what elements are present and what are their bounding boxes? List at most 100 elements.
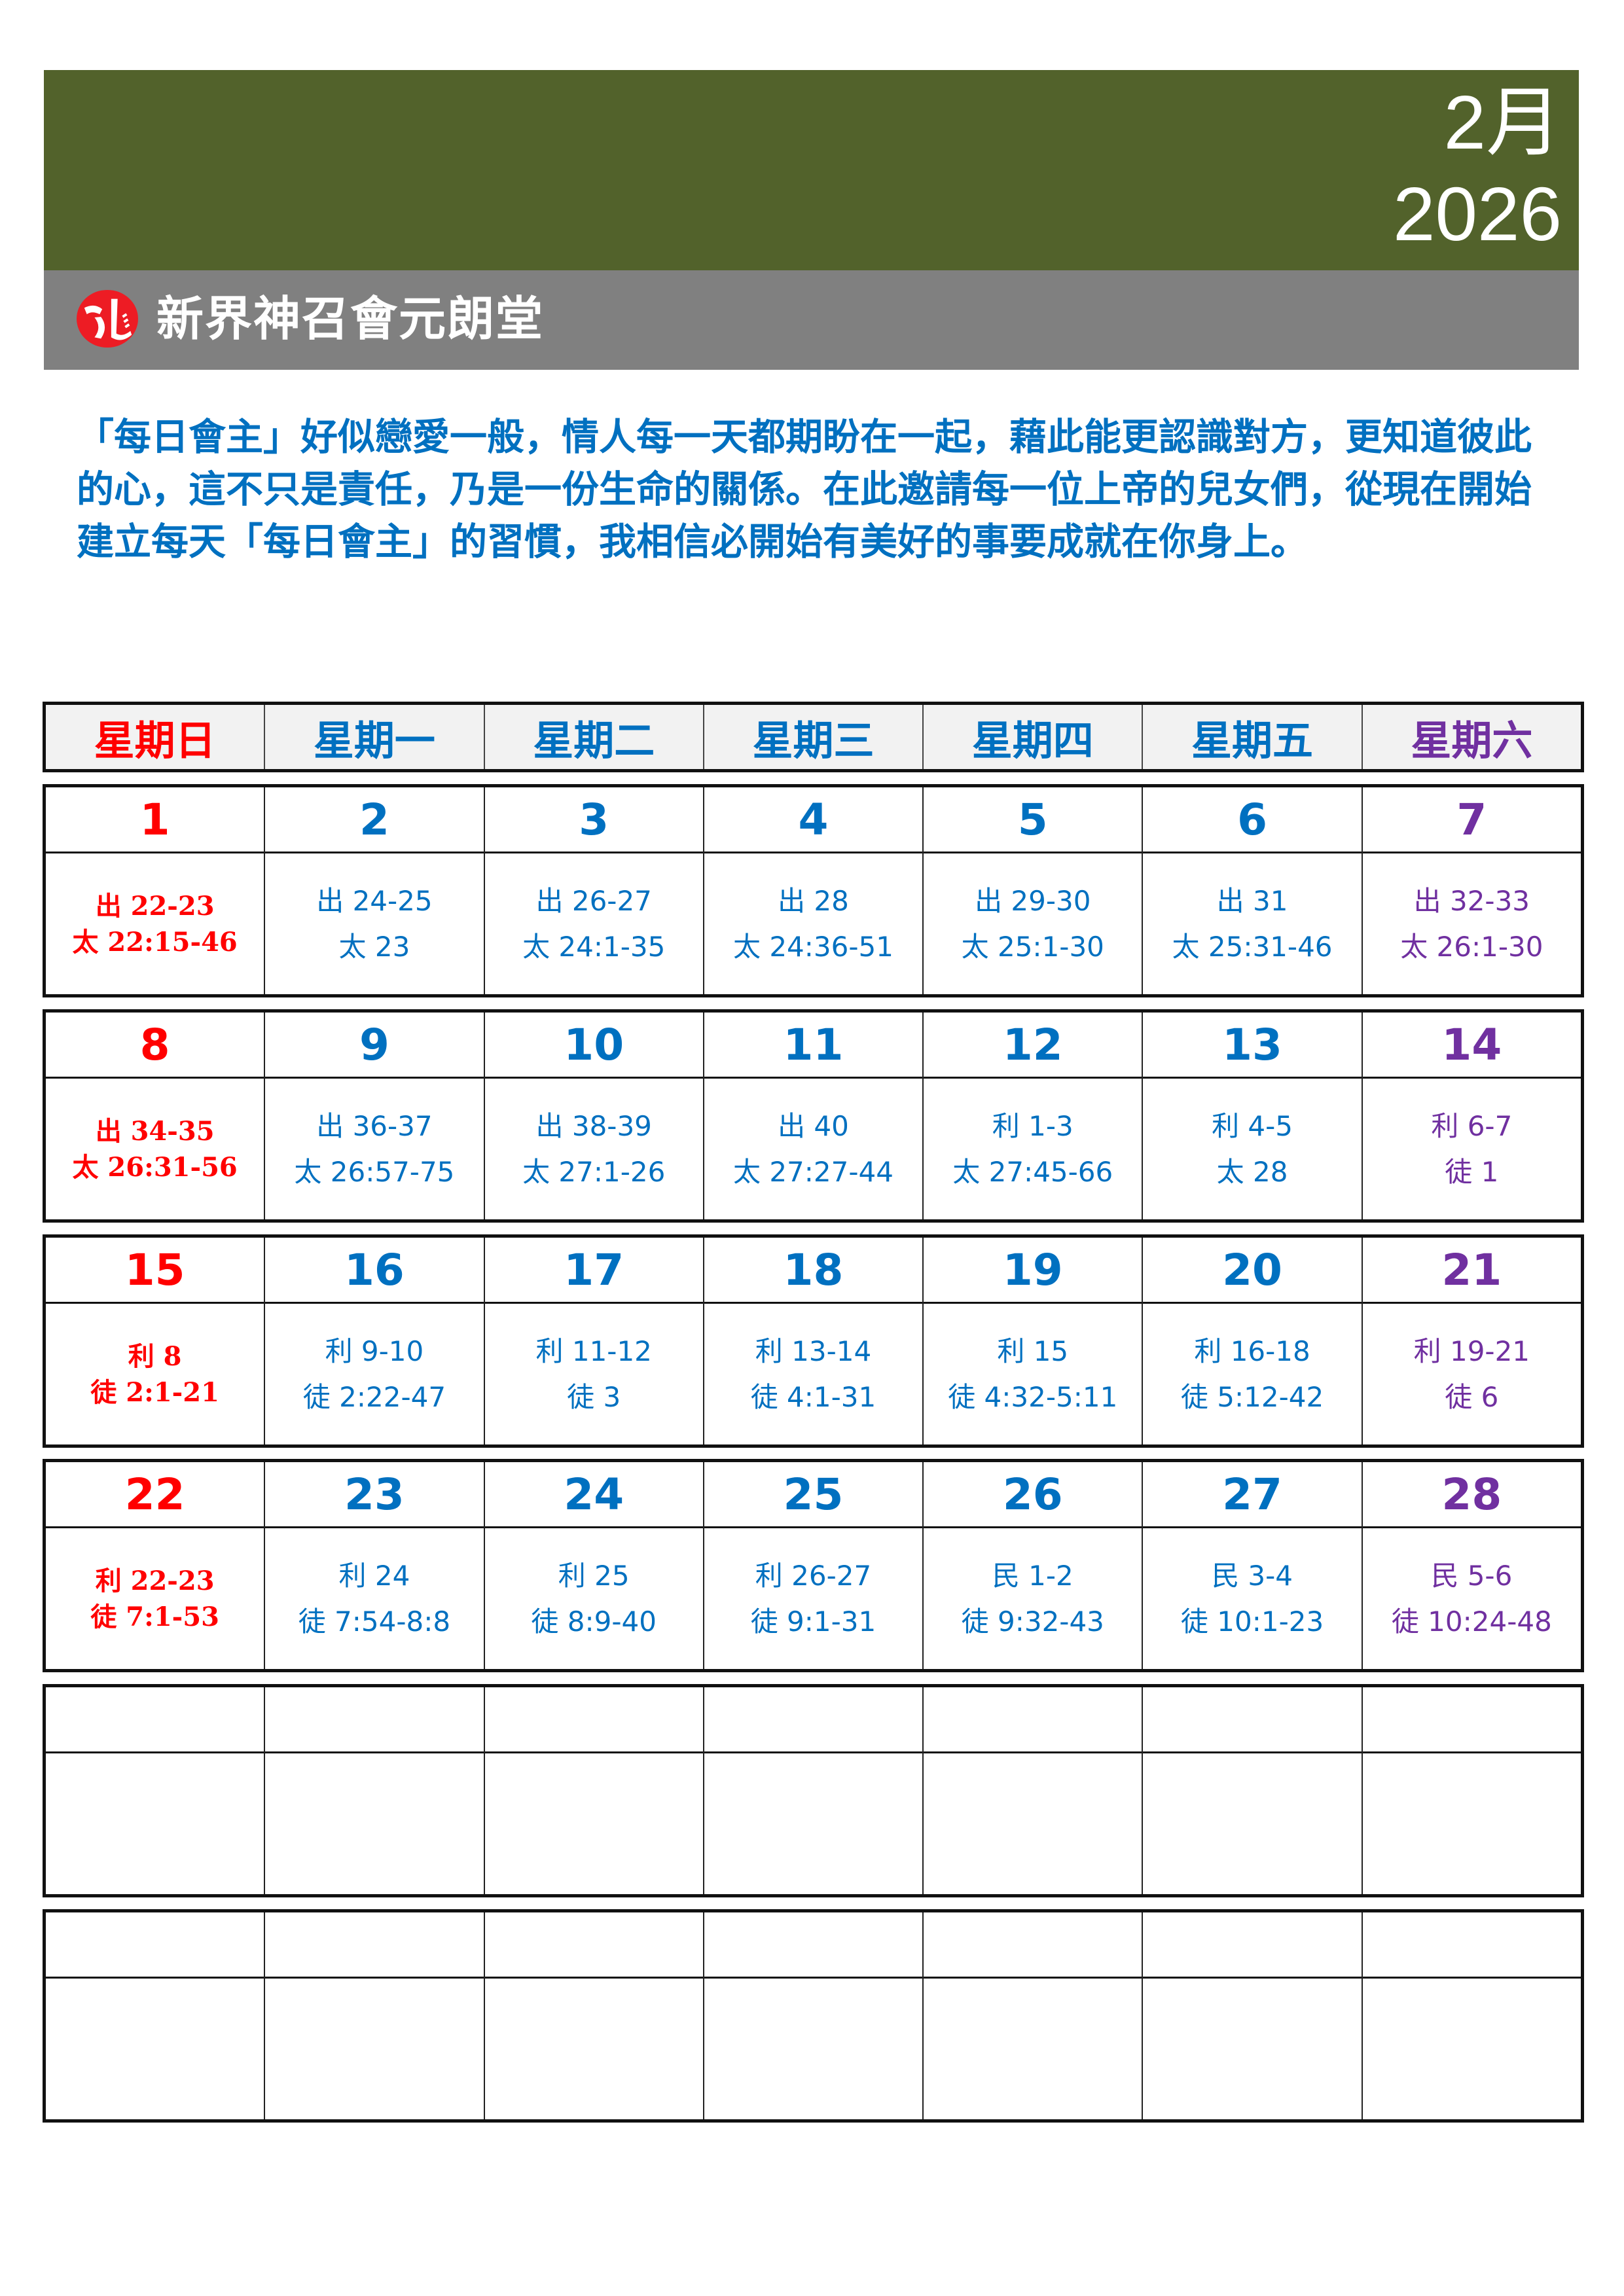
reading-list: 出 31 太 25:31-46 (1143, 853, 1361, 994)
reading-list: 利 15 徒 4:32-5:11 (924, 1304, 1142, 1444)
day-number (265, 1912, 484, 1979)
reading-list: 利 4-5 太 28 (1143, 1079, 1361, 1219)
day-cell: 12 利 1-3 太 27:45-66 (922, 1013, 1142, 1219)
weekday-header: 星期一 (264, 705, 483, 769)
reading-passage: 太 27:1-26 (522, 1155, 666, 1188)
reading-passage: 出 28 (778, 884, 849, 917)
day-cell (483, 1912, 703, 2119)
weekday-header: 星期五 (1142, 705, 1361, 769)
reading-passage: 利 26-27 (755, 1559, 872, 1592)
reading-passage: 出 24-25 (316, 884, 433, 917)
day-number (1362, 1912, 1581, 1979)
day-cell: 2 出 24-25 太 23 (264, 787, 484, 994)
reading-list (485, 1753, 703, 1894)
reading-passage: 民 3-4 (1212, 1559, 1293, 1592)
reading-passage: 徒 2:1-21 (90, 1376, 219, 1408)
reading-passage: 利 24 (338, 1559, 410, 1592)
day-cell (1142, 1912, 1362, 2119)
week-row: 1 出 22-23 太 22:15-46 2 出 24-25 太 23 3 出 26-27 太 … (43, 784, 1584, 997)
day-number: 10 (484, 1013, 703, 1079)
day-number (924, 1912, 1142, 1979)
reading-passage: 徒 9:32-43 (961, 1605, 1104, 1638)
day-number (924, 1687, 1142, 1753)
reading-passage: 利 8 (128, 1340, 182, 1372)
day-cell: 23 利 24 徒 7:54-8:8 (264, 1462, 484, 1669)
day-number (1143, 1912, 1362, 1979)
day-cell (1361, 1687, 1581, 1894)
reading-passage: 徒 7:1-53 (90, 1601, 219, 1632)
day-number: 12 (924, 1013, 1142, 1079)
day-number: 1 (46, 787, 264, 853)
day-cell: 21 利 19-21 徒 6 (1361, 1238, 1581, 1444)
day-number (46, 1912, 264, 1979)
day-number: 25 (704, 1462, 923, 1528)
reading-list: 民 1-2 徒 9:32-43 (924, 1528, 1142, 1669)
reading-passage: 徒 5:12-42 (1180, 1380, 1324, 1413)
day-number (484, 1912, 703, 1979)
reading-passage: 利 4-5 (1212, 1109, 1293, 1142)
reading-list: 利 6-7 徒 1 (1363, 1079, 1581, 1219)
reading-passage: 徒 10:1-23 (1180, 1605, 1324, 1638)
reading-list: 利 13-14 徒 4:1-31 (704, 1304, 922, 1444)
reading-list: 民 5-6 徒 10:24-48 (1363, 1528, 1581, 1669)
month-label: 2月 (1443, 80, 1562, 165)
reading-list: 利 9-10 徒 2:22-47 (265, 1304, 483, 1444)
reading-passage: 太 22:15-46 (72, 926, 238, 958)
day-cell: 20 利 16-18 徒 5:12-42 (1142, 1238, 1362, 1444)
reading-passage: 徒 7:54-8:8 (298, 1605, 451, 1638)
day-number: 27 (1143, 1462, 1362, 1528)
day-cell (922, 1912, 1142, 2119)
reading-passage: 太 25:31-46 (1172, 930, 1333, 963)
day-cell: 24 利 25 徒 8:9-40 (483, 1462, 703, 1669)
day-number: 3 (484, 787, 703, 853)
month-year: 2月 2026 (1393, 77, 1562, 260)
day-number: 28 (1362, 1462, 1581, 1528)
reading-passage: 太 26:1-30 (1400, 930, 1543, 963)
reading-passage: 太 27:45-66 (952, 1155, 1113, 1188)
day-number: 16 (265, 1238, 484, 1304)
reading-list: 利 24 徒 7:54-8:8 (265, 1528, 483, 1669)
weekday-header: 星期六 (1361, 705, 1581, 769)
day-number (484, 1687, 703, 1753)
day-cell (702, 1912, 923, 2119)
intro-text: 「每日會主」好似戀愛一般，情人每一天都期盼在一起，藉此能更認識對方，更知道彼此的… (77, 416, 1532, 564)
day-number (46, 1687, 264, 1753)
day-number: 9 (265, 1013, 484, 1079)
day-cell: 15 利 8 徒 2:1-21 (46, 1238, 264, 1444)
reading-list (704, 1979, 922, 2119)
day-number: 24 (484, 1462, 703, 1528)
reading-list (265, 1979, 483, 2119)
reading-passage: 太 24:1-35 (522, 930, 666, 963)
reading-list (46, 1979, 264, 2119)
church-name: 新界神召會元朗堂 (156, 291, 545, 346)
day-cell (702, 1687, 923, 1894)
reading-passage: 太 26:31-56 (72, 1151, 238, 1183)
reading-list (485, 1979, 703, 2119)
day-cell: 16 利 9-10 徒 2:22-47 (264, 1238, 484, 1444)
day-cell: 6 出 31 太 25:31-46 (1142, 787, 1362, 994)
reading-passage: 徒 8:9-40 (531, 1605, 657, 1638)
reading-list: 利 11-12 徒 3 (485, 1304, 703, 1444)
reading-passage: 出 36-37 (316, 1109, 433, 1142)
day-cell: 19 利 15 徒 4:32-5:11 (922, 1238, 1142, 1444)
reading-list: 出 34-35 太 26:31-56 (46, 1079, 264, 1219)
reading-list (1363, 1979, 1581, 2119)
reading-passage: 利 15 (997, 1335, 1069, 1367)
reading-passage: 太 26:57-75 (294, 1155, 455, 1188)
reading-list (1143, 1753, 1361, 1894)
reading-list: 利 1-3 太 27:45-66 (924, 1079, 1142, 1219)
day-number: 2 (265, 787, 484, 853)
reading-passage: 利 25 (558, 1559, 630, 1592)
day-cell: 26 民 1-2 徒 9:32-43 (922, 1462, 1142, 1669)
day-cell: 25 利 26-27 徒 9:1-31 (702, 1462, 923, 1669)
church-logo-icon (77, 289, 138, 348)
weekday-header-row: 星期日 星期一 星期二 星期三 星期四 星期五 星期六 (43, 702, 1584, 772)
reading-list: 利 16-18 徒 5:12-42 (1143, 1304, 1361, 1444)
reading-list: 利 25 徒 8:9-40 (485, 1528, 703, 1669)
year-label: 2026 (1392, 171, 1562, 257)
day-number: 19 (924, 1238, 1142, 1304)
weekday-header: 星期二 (483, 705, 703, 769)
day-cell (922, 1687, 1142, 1894)
reading-list: 出 32-33 太 26:1-30 (1363, 853, 1581, 994)
reading-list (265, 1753, 483, 1894)
